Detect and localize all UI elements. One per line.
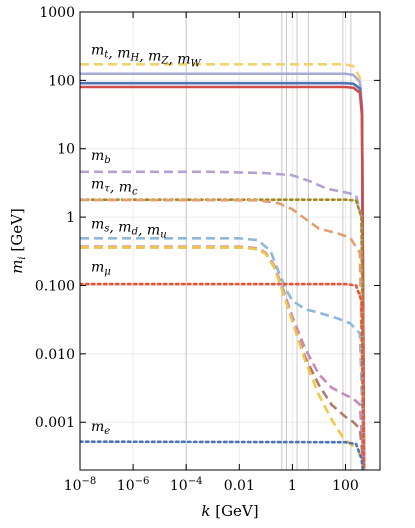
annotation-1: mb <box>91 148 111 166</box>
x-tick-label-3: 0.01 <box>224 478 255 494</box>
annotation-4: mμ <box>91 260 111 278</box>
annotation-0: mt, mH, mZ, mW <box>91 42 202 69</box>
annotation-3: ms, md, mu <box>91 217 167 241</box>
series-line-9 <box>80 246 366 470</box>
y-tick-label-2: 10 <box>57 142 75 158</box>
y-tick-label-5: 0.010 <box>35 347 75 363</box>
y-tick-label-4: 0.100 <box>35 278 75 294</box>
series-line-6 <box>80 198 366 470</box>
series-line-12 <box>80 440 365 470</box>
x-tick-label-5: 100 <box>332 478 359 494</box>
x-axis-title: k [GeV] <box>201 502 258 520</box>
series-group <box>80 62 366 470</box>
x-tick-label-4: 1 <box>288 478 297 494</box>
x-tick-label-0: 10−8 <box>64 476 97 494</box>
annotation-2: mτ, mc <box>91 177 138 198</box>
y-tick-label-0: 1000 <box>39 5 75 21</box>
y-tick-label-6: 0.001 <box>35 415 75 431</box>
plot-frame <box>79 11 381 471</box>
x-tick-label-1: 10−6 <box>117 476 150 494</box>
y-tick-label-1: 100 <box>48 73 75 89</box>
series-line-8 <box>80 245 366 470</box>
plot-area <box>80 12 380 470</box>
series-line-0 <box>80 62 366 470</box>
series-line-7 <box>80 236 366 470</box>
annotation-5: me <box>91 419 110 437</box>
series-line-11 <box>80 282 366 470</box>
series-annotations: mt, mH, mZ, mW mb mτ, mc ms, md, mu mμ me <box>91 42 202 436</box>
axis-ticks: 10−8 10−6 10−4 0.01 1 100 1000 100 10 1 0.100 0.010… <box>35 5 380 494</box>
y-axis-title: mi [GeV] <box>8 208 28 274</box>
series-line-4 <box>80 170 366 470</box>
y-tick-label-3: 1 <box>66 210 75 226</box>
x-tick-label-2: 10−4 <box>170 476 203 494</box>
series-line-3 <box>80 85 366 470</box>
